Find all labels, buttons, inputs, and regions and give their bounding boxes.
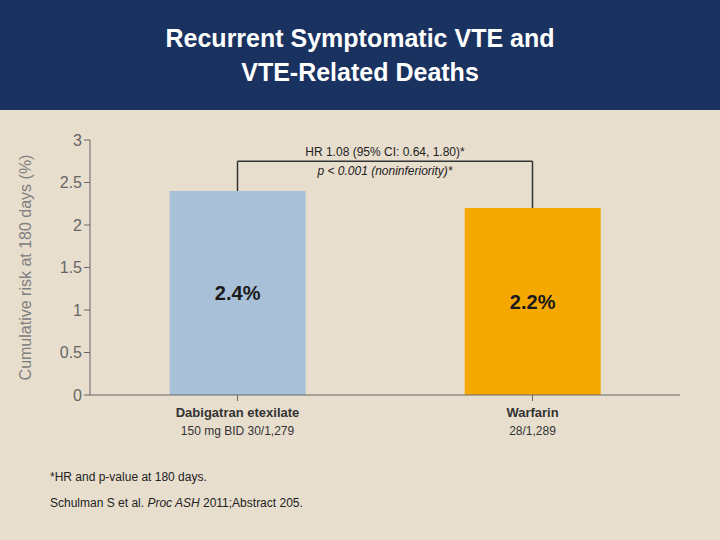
svg-text:28/1,289: 28/1,289 [509,424,556,438]
svg-text:3: 3 [73,132,82,149]
svg-text:Dabigatran etexilate: Dabigatran etexilate [176,405,300,420]
svg-text:0: 0 [73,387,82,404]
html-text:VTE-Related Deaths: VTE-Related Deaths [241,58,479,86]
svg-text:2.5: 2.5 [60,174,82,191]
svg-text:p < 0.001 (noninferiority)*: p < 0.001 (noninferiority)* [316,164,452,178]
svg-text:150 mg BID 30/1,279: 150 mg BID 30/1,279 [181,424,295,438]
svg-text:1: 1 [73,302,82,319]
svg-text:1.5: 1.5 [60,259,82,276]
svg-text:Warfarin: Warfarin [506,405,558,420]
svg-text:Cumulative risk at 180 days (%: Cumulative risk at 180 days (%) [17,155,34,381]
svg-text:2.2%: 2.2% [510,291,556,313]
html-text:*HR and p-value at 180 days.: *HR and p-value at 180 days. [50,470,207,484]
svg-text:2.4%: 2.4% [215,282,261,304]
svg-text:0.5: 0.5 [60,344,82,361]
svg-text:2: 2 [73,217,82,234]
svg-text:HR 1.08 (95% CI: 0.64, 1.80)*: HR 1.08 (95% CI: 0.64, 1.80)* [305,145,465,159]
html-text:Recurrent Symptomatic VTE and: Recurrent Symptomatic VTE and [165,24,555,52]
html-text:Schulman S et al. Proc ASH 201: Schulman S et al. Proc ASH 2011;Abstract… [50,496,303,510]
